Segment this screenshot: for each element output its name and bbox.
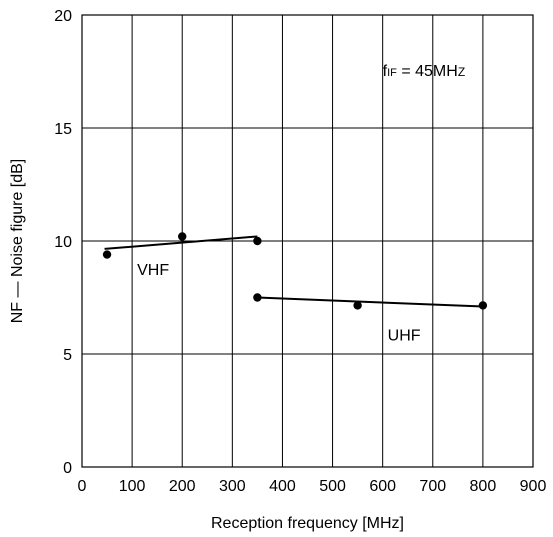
annotations: fIF = 45MHZ VHF UHF [137, 63, 465, 344]
y-tick-label: 20 [54, 8, 72, 25]
vhf-data-point [178, 232, 187, 241]
condition-suffix: = 45MH [397, 63, 458, 80]
plot-frame [81, 14, 534, 468]
uhf-data-point [353, 301, 362, 310]
x-tick-label: 300 [219, 478, 246, 495]
x-tick-label: 400 [269, 478, 296, 495]
y-tick-label: 15 [54, 121, 72, 138]
x-tick-label: 500 [319, 478, 346, 495]
uhf-data-point [478, 301, 488, 310]
x-axis-label: Reception frequency [MHz] [211, 515, 404, 532]
x-tick-label: 600 [369, 478, 396, 495]
uhf-data-point [253, 293, 262, 302]
condition-small-suffix: Z [458, 65, 465, 79]
vhf-trend-line [104, 235, 258, 250]
vhf-data-point [253, 236, 262, 246]
y-axis-label: NF — Noise figure [dB] [9, 159, 26, 324]
vhf-label: VHF [137, 262, 169, 279]
data-points [102, 232, 488, 310]
uhf-trend-line [257, 296, 483, 308]
x-tick-label: 800 [470, 478, 497, 495]
trend-lines [104, 235, 483, 308]
condition-prefix: f [383, 63, 388, 80]
uhf-label: UHF [388, 327, 421, 344]
x-tick-label: 900 [520, 478, 547, 495]
x-tick-label: 200 [169, 478, 196, 495]
grid [81, 14, 534, 468]
x-tick-label: 100 [119, 478, 146, 495]
tick-labels: 0 100 200 300 400 500 600 700 800 900 0 5 10 15 20 [54, 8, 546, 495]
vhf-data-point [102, 250, 112, 259]
y-tick-label: 0 [63, 460, 72, 477]
x-tick-label: 0 [78, 478, 87, 495]
condition-annotation: fIF = 45MHZ [383, 63, 466, 80]
condition-subscript: IF [387, 67, 397, 79]
y-tick-label: 10 [54, 234, 72, 251]
x-tick-label: 700 [419, 478, 446, 495]
y-tick-label: 5 [63, 347, 72, 364]
